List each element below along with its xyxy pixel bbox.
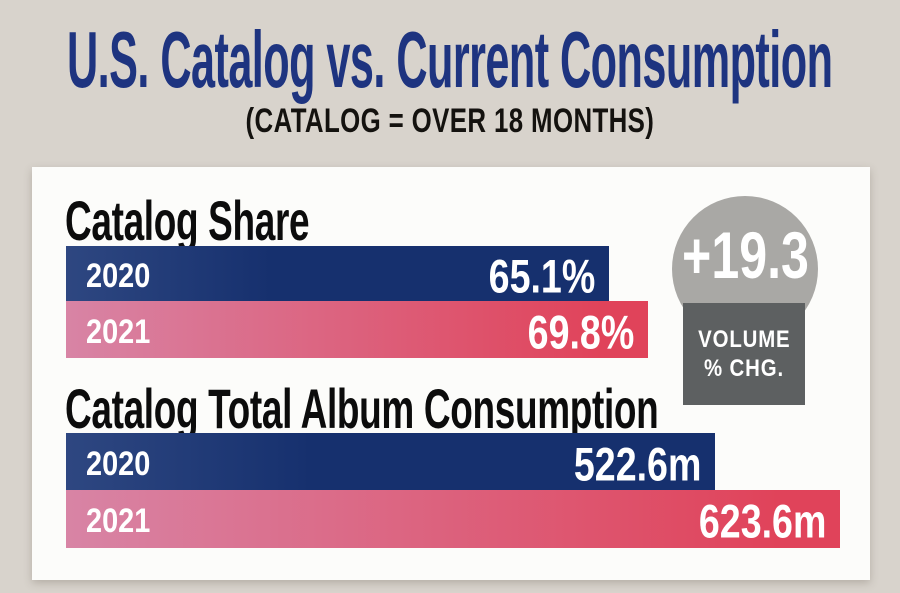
volume-change-label-line1: VOLUME [697,326,791,353]
section-title-catalog-share: Catalog Share [65,189,310,252]
bar-year-label: 2020 [86,256,151,295]
volume-change-value: +19.3 [681,218,809,292]
bar-catalog-share-2020: 2020 65.1% [66,246,609,301]
bar-value-label: 69.8% [527,304,634,358]
page-subtitle-text: (CATALOG = OVER 18 MONTHS) [245,102,655,140]
bar-value-label: 522.6m [573,436,701,490]
volume-change-label-line2: % CHG. [704,355,784,382]
page-title-text: U.S. Catalog vs. Current Consumption [67,15,833,104]
page-subtitle: (CATALOG = OVER 18 MONTHS) [0,104,900,138]
bar-value-label: 623.6m [698,494,826,548]
page-title: U.S. Catalog vs. Current Consumption [0,20,900,100]
bar-consumption-2020: 2020 522.6m [66,433,715,490]
bar-year-label: 2021 [86,502,151,541]
volume-change-badge-box: VOLUME % CHG. [683,303,805,405]
section-title-catalog-consumption: Catalog Total Album Consumption [65,377,659,440]
bar-year-label: 2021 [86,312,151,351]
bar-catalog-share-2021: 2021 69.8% [66,301,648,358]
bar-value-label: 65.1% [488,248,595,302]
bar-year-label: 2020 [86,444,151,483]
bar-consumption-2021: 2021 623.6m [66,490,840,548]
